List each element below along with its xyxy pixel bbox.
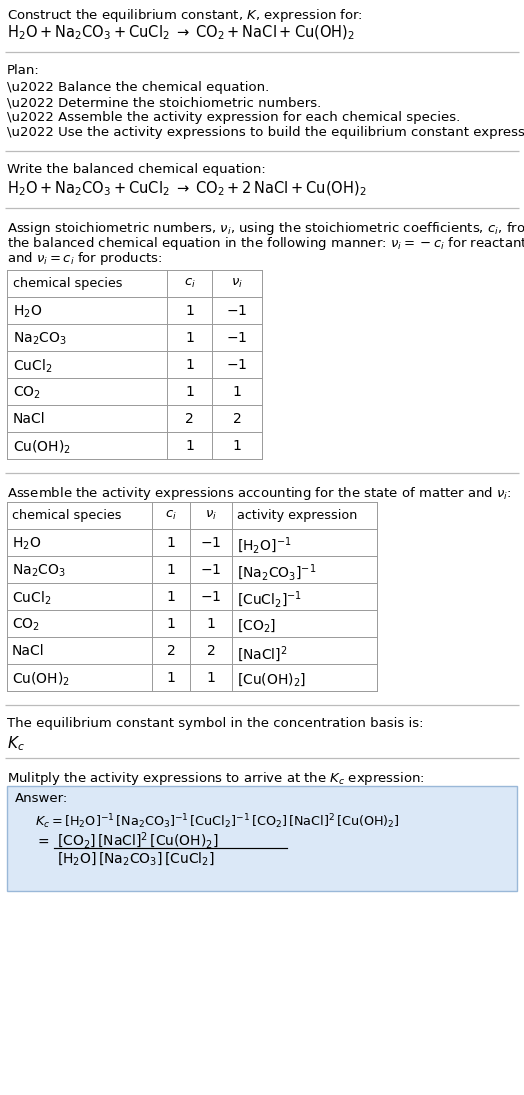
Text: 1: 1 bbox=[185, 331, 194, 345]
Text: $\mathrm{H_2O}$: $\mathrm{H_2O}$ bbox=[12, 535, 41, 552]
Text: 1: 1 bbox=[167, 616, 176, 631]
Text: $\nu_i$: $\nu_i$ bbox=[231, 277, 243, 290]
Text: Assign stoichiometric numbers, $\nu_i$, using the stoichiometric coefficients, $: Assign stoichiometric numbers, $\nu_i$, … bbox=[7, 220, 524, 237]
FancyBboxPatch shape bbox=[7, 786, 517, 891]
Text: $\mathrm{CO_2}$: $\mathrm{CO_2}$ bbox=[12, 616, 40, 633]
Text: $\mathrm{H_2O + Na_2CO_3 + CuCl_2 \;\rightarrow\; CO_2 + 2\,NaCl + Cu(OH)_2}$: $\mathrm{H_2O + Na_2CO_3 + CuCl_2 \;\rig… bbox=[7, 180, 367, 198]
Text: $\mathrm{CO_2}$: $\mathrm{CO_2}$ bbox=[13, 385, 41, 402]
Text: NaCl: NaCl bbox=[12, 644, 45, 658]
Text: chemical species: chemical species bbox=[13, 277, 123, 290]
Text: $\mathrm{Cu(OH)_2}$: $\mathrm{Cu(OH)_2}$ bbox=[12, 671, 70, 689]
Text: $[\mathrm{Cu(OH)_2}]$: $[\mathrm{Cu(OH)_2}]$ bbox=[237, 671, 306, 688]
Text: $-1$: $-1$ bbox=[200, 590, 222, 604]
Text: $K_c = [\mathrm{H_2O}]^{-1}\,[\mathrm{Na_2CO_3}]^{-1}\,[\mathrm{CuCl_2}]^{-1}\,[: $K_c = [\mathrm{H_2O}]^{-1}\,[\mathrm{Na… bbox=[35, 812, 400, 831]
Text: $1$: $1$ bbox=[206, 671, 216, 685]
Text: $\mathrm{H_2O}$: $\mathrm{H_2O}$ bbox=[13, 304, 42, 321]
Text: $-1$: $-1$ bbox=[226, 331, 248, 345]
Text: Plan:: Plan: bbox=[7, 64, 40, 77]
Text: Write the balanced chemical equation:: Write the balanced chemical equation: bbox=[7, 163, 266, 176]
Text: $\mathrm{Cu(OH)_2}$: $\mathrm{Cu(OH)_2}$ bbox=[13, 439, 71, 457]
Text: $-1$: $-1$ bbox=[226, 304, 248, 318]
Text: 1: 1 bbox=[185, 304, 194, 318]
Text: 2: 2 bbox=[185, 412, 194, 426]
Text: $-1$: $-1$ bbox=[200, 535, 222, 550]
Text: and $\nu_i = c_i$ for products:: and $\nu_i = c_i$ for products: bbox=[7, 250, 162, 267]
Text: The equilibrium constant symbol in the concentration basis is:: The equilibrium constant symbol in the c… bbox=[7, 717, 423, 730]
Text: 1: 1 bbox=[185, 439, 194, 453]
Text: $2$: $2$ bbox=[232, 412, 242, 426]
Text: 1: 1 bbox=[167, 590, 176, 604]
Text: chemical species: chemical species bbox=[12, 509, 122, 522]
Text: \u2022 Assemble the activity expression for each chemical species.: \u2022 Assemble the activity expression … bbox=[7, 111, 460, 124]
Text: $c_i$: $c_i$ bbox=[165, 509, 177, 522]
Text: $\mathrm{CuCl_2}$: $\mathrm{CuCl_2}$ bbox=[12, 590, 51, 608]
Text: $\mathrm{H_2O + Na_2CO_3 + CuCl_2 \;\rightarrow\; CO_2 + NaCl + Cu(OH)_2}$: $\mathrm{H_2O + Na_2CO_3 + CuCl_2 \;\rig… bbox=[7, 24, 355, 43]
Text: activity expression: activity expression bbox=[237, 509, 357, 522]
Text: 2: 2 bbox=[167, 644, 176, 658]
Text: 1: 1 bbox=[185, 358, 194, 372]
Text: Mulitply the activity expressions to arrive at the $K_c$ expression:: Mulitply the activity expressions to arr… bbox=[7, 770, 425, 787]
Text: 1: 1 bbox=[167, 563, 176, 577]
Text: $c_i$: $c_i$ bbox=[183, 277, 195, 290]
Text: $-1$: $-1$ bbox=[200, 563, 222, 577]
Text: NaCl: NaCl bbox=[13, 412, 46, 426]
Text: 1: 1 bbox=[185, 385, 194, 399]
Text: $2$: $2$ bbox=[206, 644, 216, 658]
Text: $[\mathrm{CuCl_2}]^{-1}$: $[\mathrm{CuCl_2}]^{-1}$ bbox=[237, 590, 302, 610]
Text: $[\mathrm{CO_2}]$: $[\mathrm{CO_2}]$ bbox=[237, 616, 276, 634]
Text: $K_c$: $K_c$ bbox=[7, 734, 25, 752]
Text: \u2022 Balance the chemical equation.: \u2022 Balance the chemical equation. bbox=[7, 81, 269, 94]
Text: 1: 1 bbox=[167, 535, 176, 550]
Text: the balanced chemical equation in the following manner: $\nu_i = -c_i$ for react: the balanced chemical equation in the fo… bbox=[7, 235, 524, 252]
Text: $1$: $1$ bbox=[232, 385, 242, 399]
Text: \u2022 Determine the stoichiometric numbers.: \u2022 Determine the stoichiometric numb… bbox=[7, 96, 321, 110]
Text: Answer:: Answer: bbox=[15, 792, 68, 805]
Text: $[\mathrm{NaCl}]^2$: $[\mathrm{NaCl}]^2$ bbox=[237, 644, 288, 664]
Text: $=$: $=$ bbox=[35, 834, 50, 848]
Text: $[\mathrm{CO_2}]\,[\mathrm{NaCl}]^2\,[\mathrm{Cu(OH)_2}]$: $[\mathrm{CO_2}]\,[\mathrm{NaCl}]^2\,[\m… bbox=[57, 831, 219, 852]
Text: $1$: $1$ bbox=[206, 616, 216, 631]
Text: $[\mathrm{Na_2CO_3}]^{-1}$: $[\mathrm{Na_2CO_3}]^{-1}$ bbox=[237, 563, 316, 584]
Text: $\mathrm{Na_2CO_3}$: $\mathrm{Na_2CO_3}$ bbox=[13, 331, 67, 347]
Text: $\mathrm{CuCl_2}$: $\mathrm{CuCl_2}$ bbox=[13, 358, 52, 376]
Text: 1: 1 bbox=[167, 671, 176, 685]
Text: \u2022 Use the activity expressions to build the equilibrium constant expression: \u2022 Use the activity expressions to b… bbox=[7, 126, 524, 139]
Text: $\nu_i$: $\nu_i$ bbox=[205, 509, 217, 522]
Text: $[\mathrm{H_2O}]\,[\mathrm{Na_2CO_3}]\,[\mathrm{CuCl_2}]$: $[\mathrm{H_2O}]\,[\mathrm{Na_2CO_3}]\,[… bbox=[57, 850, 215, 867]
Text: $-1$: $-1$ bbox=[226, 358, 248, 372]
Text: Construct the equilibrium constant, $K$, expression for:: Construct the equilibrium constant, $K$,… bbox=[7, 7, 363, 24]
Text: Assemble the activity expressions accounting for the state of matter and $\nu_i$: Assemble the activity expressions accoun… bbox=[7, 485, 512, 502]
Text: $\mathrm{Na_2CO_3}$: $\mathrm{Na_2CO_3}$ bbox=[12, 563, 66, 579]
Text: $[\mathrm{H_2O}]^{-1}$: $[\mathrm{H_2O}]^{-1}$ bbox=[237, 535, 291, 556]
Text: $1$: $1$ bbox=[232, 439, 242, 453]
